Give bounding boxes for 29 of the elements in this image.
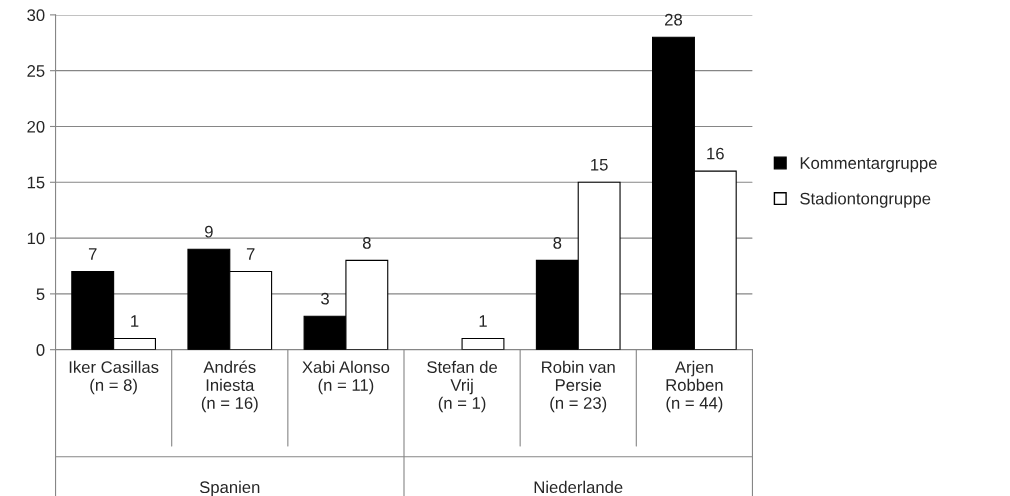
data-label: 7 <box>88 248 97 260</box>
data-label: 9 <box>205 225 213 238</box>
y-tick-label: 5 <box>36 288 45 301</box>
y-tick-label: 20 <box>27 120 45 133</box>
y-tick-label: 0 <box>36 344 45 356</box>
data-label: 28 <box>665 13 683 26</box>
x-tick-label: Xabi Alonso (n = 11) <box>302 360 390 395</box>
text: Niederlande <box>534 480 623 494</box>
x-tick-label: Andrés Iniesta (n = 16) <box>201 360 258 413</box>
data-label: 8 <box>553 236 562 249</box>
x-tick-label: Iker Casillas (n = 8) <box>69 360 159 395</box>
x-tick-label: Robin van Persie (n = 23) <box>542 360 615 413</box>
y-tick-label: 15 <box>27 176 45 189</box>
y-tick-label: 10 <box>27 232 45 245</box>
text: Spanien <box>199 480 260 496</box>
data-label: 8 <box>362 236 371 249</box>
data-label: 1 <box>479 315 487 327</box>
legend-label: Kommentargruppe <box>800 157 937 173</box>
data-label: 15 <box>591 159 608 171</box>
data-label: 7 <box>246 248 255 260</box>
bar <box>461 337 505 350</box>
x-tick-label: Arjen Robben (n = 44) <box>666 360 723 413</box>
data-label: 3 <box>321 292 329 305</box>
legend-label: Stadiontongruppe <box>800 192 931 208</box>
y-tick-label: 25 <box>27 65 45 77</box>
y-tick-label: 30 <box>27 9 45 22</box>
data-label: 16 <box>707 147 724 160</box>
data-label: 1 <box>131 315 139 327</box>
x-tick-label: Stefan de Vrij (n = 1) <box>427 360 498 413</box>
